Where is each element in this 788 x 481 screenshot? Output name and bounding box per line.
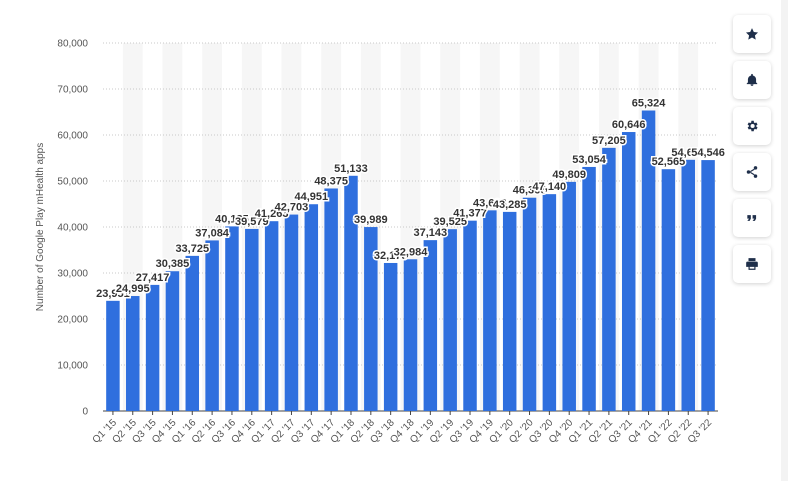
bar[interactable] bbox=[126, 296, 140, 411]
data-label: 42,703 bbox=[275, 202, 309, 214]
bar[interactable] bbox=[324, 188, 338, 411]
bar[interactable] bbox=[661, 169, 676, 411]
bar[interactable] bbox=[304, 204, 319, 411]
quote-icon bbox=[747, 215, 757, 221]
settings-button[interactable] bbox=[733, 107, 771, 145]
data-label: 30,385 bbox=[156, 258, 190, 270]
bar[interactable] bbox=[582, 166, 596, 411]
data-label: 39,525 bbox=[433, 216, 467, 228]
data-label: 47,140 bbox=[533, 181, 567, 193]
bar[interactable] bbox=[701, 160, 715, 411]
data-label: 43,623 bbox=[473, 197, 507, 209]
data-label: 53,054 bbox=[572, 154, 607, 166]
data-label: 27,417 bbox=[136, 272, 170, 284]
bar[interactable] bbox=[621, 132, 636, 412]
bar[interactable] bbox=[284, 214, 299, 411]
y-tick-label: 0 bbox=[82, 407, 88, 418]
y-tick-label: 40,000 bbox=[57, 223, 88, 234]
data-label: 32,984 bbox=[394, 246, 429, 258]
toolbar bbox=[733, 15, 773, 291]
bar[interactable] bbox=[403, 259, 418, 411]
data-label: 54,546 bbox=[691, 147, 725, 159]
data-label: 41,377 bbox=[453, 208, 487, 220]
bar[interactable] bbox=[364, 227, 378, 411]
data-label: 37,143 bbox=[414, 227, 448, 239]
bar[interactable] bbox=[483, 210, 497, 411]
print-icon bbox=[746, 258, 758, 270]
data-label: 48,375 bbox=[314, 175, 348, 187]
data-label: 44,951 bbox=[294, 191, 328, 203]
bell-icon bbox=[746, 73, 758, 86]
bar[interactable] bbox=[641, 110, 656, 412]
data-label: 32,179 bbox=[374, 250, 408, 262]
data-label: 23,951 bbox=[96, 288, 130, 300]
bar[interactable] bbox=[463, 220, 477, 411]
bar[interactable] bbox=[185, 255, 200, 411]
y-tick-label: 10,000 bbox=[57, 361, 88, 372]
bar[interactable] bbox=[145, 284, 160, 411]
bar[interactable] bbox=[264, 221, 279, 411]
notification-button[interactable] bbox=[733, 61, 771, 99]
data-label: 49,809 bbox=[552, 169, 586, 181]
y-tick-label: 80,000 bbox=[57, 39, 88, 50]
data-label: 24,995 bbox=[116, 283, 150, 295]
data-label: 57,205 bbox=[592, 135, 626, 147]
bar[interactable] bbox=[562, 181, 576, 411]
y-tick-label: 30,000 bbox=[57, 269, 88, 280]
bar[interactable] bbox=[344, 175, 358, 411]
bar[interactable] bbox=[681, 159, 695, 411]
data-label: 43,285 bbox=[493, 199, 527, 211]
bar[interactable] bbox=[502, 211, 517, 411]
data-label: 52,565 bbox=[652, 156, 686, 168]
bar[interactable] bbox=[225, 226, 239, 411]
data-label: 40,135 bbox=[215, 213, 249, 225]
y-tick-label: 60,000 bbox=[57, 131, 88, 142]
y-tick-label: 70,000 bbox=[57, 85, 88, 96]
bar[interactable] bbox=[165, 271, 180, 411]
bar[interactable] bbox=[205, 240, 219, 411]
data-label: 33,725 bbox=[175, 243, 209, 255]
bar[interactable] bbox=[106, 300, 120, 411]
bar[interactable] bbox=[522, 197, 537, 411]
y-tick-label: 50,000 bbox=[57, 177, 88, 188]
data-label: 54,604 bbox=[671, 147, 706, 159]
bar[interactable] bbox=[383, 262, 398, 411]
data-label: 39,989 bbox=[354, 214, 388, 226]
print-button[interactable] bbox=[733, 245, 771, 283]
data-label: 46,366 bbox=[513, 185, 547, 197]
gear-icon bbox=[747, 120, 758, 132]
star-icon bbox=[745, 28, 759, 40]
bar[interactable] bbox=[245, 228, 259, 411]
y-axis-title: Number of Google Play mHealth apps bbox=[35, 143, 46, 311]
bar[interactable] bbox=[542, 194, 557, 411]
share-button[interactable] bbox=[733, 153, 771, 191]
data-label: 65,324 bbox=[632, 98, 667, 110]
bar-chart: 0 10,000 20,000 30,000 40,000 50,000 60,000 70,… bbox=[35, 39, 726, 446]
data-label: 60,646 bbox=[612, 119, 646, 131]
bar[interactable] bbox=[443, 229, 457, 411]
data-label: 51,133 bbox=[334, 163, 368, 175]
y-tick-label: 20,000 bbox=[57, 315, 88, 326]
bar[interactable] bbox=[423, 240, 438, 411]
favorite-button[interactable] bbox=[733, 15, 771, 53]
share-icon bbox=[746, 166, 758, 178]
data-label: 37,084 bbox=[195, 227, 230, 239]
cite-button[interactable] bbox=[733, 199, 771, 237]
data-label: 39,579 bbox=[235, 216, 269, 228]
data-label: 41,263 bbox=[255, 208, 289, 220]
bar[interactable] bbox=[602, 147, 616, 411]
